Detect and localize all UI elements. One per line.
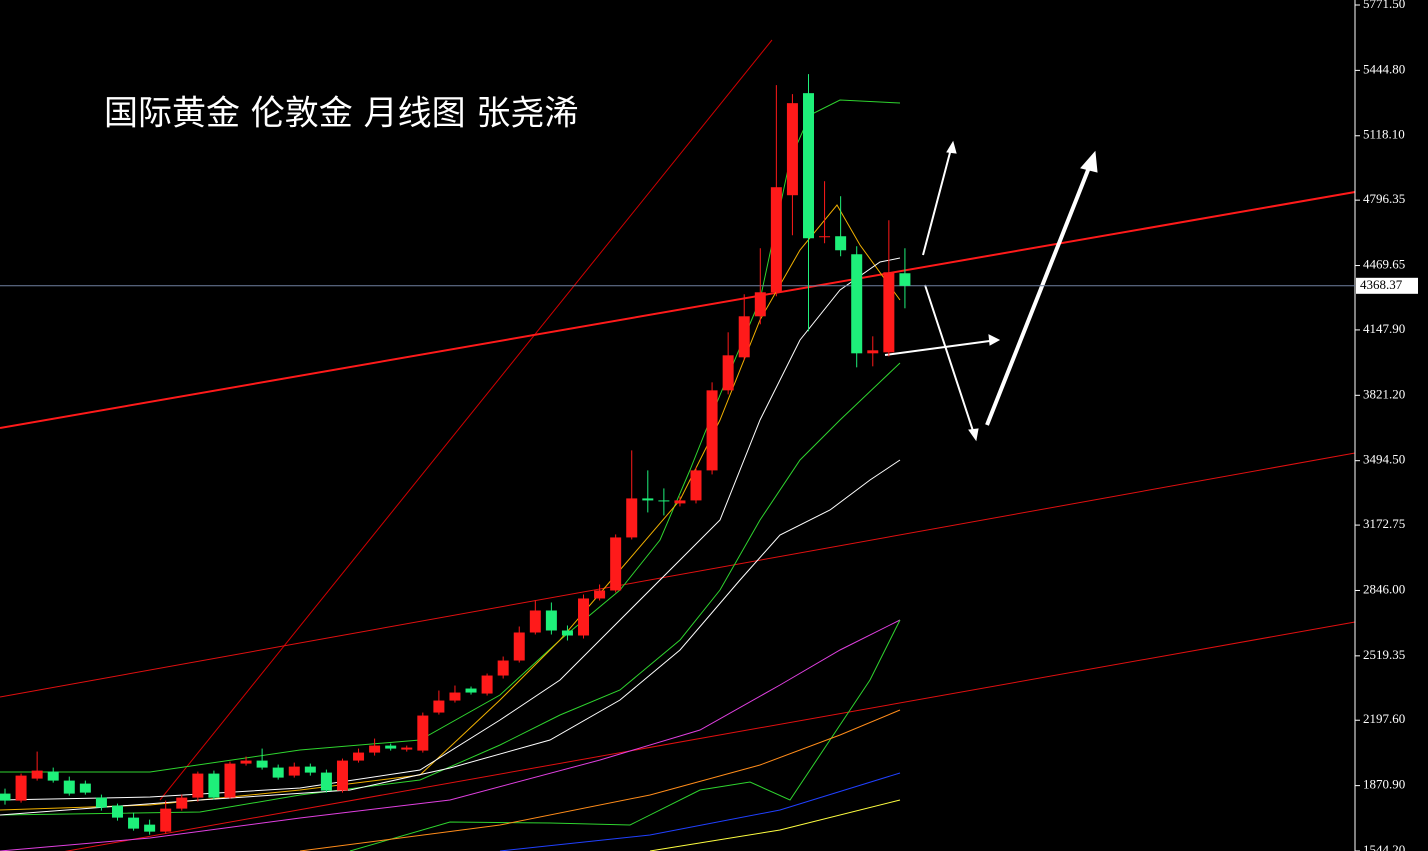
- ma-line: [649, 799, 901, 851]
- candle-body: [545, 610, 557, 631]
- candle-body: [674, 500, 686, 504]
- candle-body: [320, 772, 332, 791]
- candle-body: [722, 355, 734, 391]
- candle-body: [449, 692, 461, 701]
- candle-body: [79, 783, 91, 793]
- candle-body: [128, 817, 140, 829]
- chart-title: 国际黄金 伦敦金 月线图 张尧浠: [104, 94, 578, 134]
- candle-body: [192, 773, 204, 798]
- candle-body: [803, 93, 814, 239]
- candle-body: [385, 745, 397, 749]
- ma-line: [0, 257, 901, 801]
- y-tick-label: 3172.75: [1363, 516, 1405, 531]
- candle-body: [465, 688, 477, 693]
- y-tick-label: 1870.90: [1363, 777, 1405, 792]
- y-tick-label: 4469.65: [1363, 257, 1405, 272]
- candle-body: [754, 292, 766, 317]
- overlay: [0, 39, 1356, 851]
- candle-body: [63, 780, 75, 794]
- candle-body: [336, 760, 348, 791]
- candle-body: [610, 537, 622, 591]
- ma-line: [0, 204, 901, 811]
- candle-body: [883, 272, 895, 353]
- y-tick-label: 4147.90: [1363, 321, 1405, 336]
- candle-body: [208, 773, 220, 798]
- trend-line: [0, 191, 1356, 429]
- candle-body: [433, 700, 445, 713]
- candle-body: [272, 767, 284, 778]
- candle-body: [15, 775, 27, 801]
- candle-body: [111, 805, 123, 818]
- band-lower: [0, 362, 901, 816]
- y-tick-label: 3821.20: [1363, 386, 1405, 401]
- candle-body: [95, 797, 107, 808]
- candle-body: [819, 236, 831, 238]
- candle-body: [353, 752, 365, 761]
- current-price-label: 4368.37: [1360, 277, 1403, 292]
- candle-body: [160, 808, 172, 832]
- candle-body: [642, 498, 654, 501]
- candle-body: [529, 610, 541, 633]
- candle-body: [481, 675, 493, 694]
- candle-body: [706, 390, 718, 471]
- candle-body: [497, 660, 509, 676]
- candle-body: [626, 498, 638, 538]
- candle-body: [578, 598, 590, 636]
- arrows: [884, 140, 1098, 442]
- candle-body: [256, 760, 268, 768]
- trend-line: [0, 452, 1356, 698]
- ma-line: [499, 772, 901, 851]
- trend-line: [159, 39, 773, 801]
- candle-body: [899, 273, 911, 286]
- candle-body: [240, 760, 252, 764]
- candle-body: [835, 236, 847, 251]
- candle-body: [738, 316, 750, 358]
- candle-body: [0, 793, 11, 801]
- candle-body: [594, 590, 606, 599]
- candle-body: [690, 470, 702, 501]
- candle-body: [786, 103, 798, 196]
- trend-line: [64, 621, 1356, 851]
- candle-body: [144, 824, 156, 832]
- y-tick-label: 5118.10: [1363, 127, 1405, 142]
- y-tick-label: 2846.00: [1363, 581, 1405, 596]
- candle-body: [224, 763, 236, 798]
- y-tick-label: 3494.50: [1363, 452, 1405, 467]
- y-tick-label: 2197.60: [1363, 711, 1405, 726]
- candle-body: [304, 766, 316, 773]
- candle-body: [288, 766, 300, 776]
- candle-body: [770, 187, 782, 293]
- ma-line: [0, 619, 901, 851]
- candle-body: [851, 254, 863, 354]
- candle-body: [369, 745, 381, 753]
- candle-body: [561, 630, 573, 636]
- candle-body: [417, 715, 429, 751]
- y-tick-label: 2519.35: [1363, 647, 1405, 662]
- y-tick-label: 4796.35: [1363, 191, 1405, 206]
- ma-line: [0, 459, 901, 816]
- candle-body: [658, 500, 670, 502]
- candle-body: [47, 771, 59, 781]
- candle-body: [513, 632, 525, 661]
- y-tick-label: 1544.20: [1363, 842, 1405, 851]
- candle-body: [31, 770, 43, 779]
- candle-body: [401, 747, 413, 750]
- ma-line: [349, 619, 901, 851]
- price-box: [1356, 277, 1418, 294]
- candle-body: [867, 350, 879, 354]
- ma-line: [299, 709, 901, 851]
- y-tick-label: 5444.80: [1363, 61, 1405, 76]
- candle-body: [176, 797, 188, 809]
- y-tick-label: 5771.50: [1363, 0, 1405, 11]
- band-upper: [0, 99, 901, 773]
